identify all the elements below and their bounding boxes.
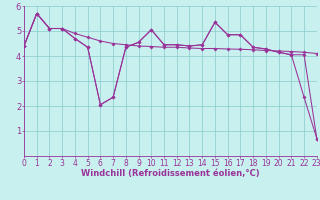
- X-axis label: Windchill (Refroidissement éolien,°C): Windchill (Refroidissement éolien,°C): [81, 169, 260, 178]
